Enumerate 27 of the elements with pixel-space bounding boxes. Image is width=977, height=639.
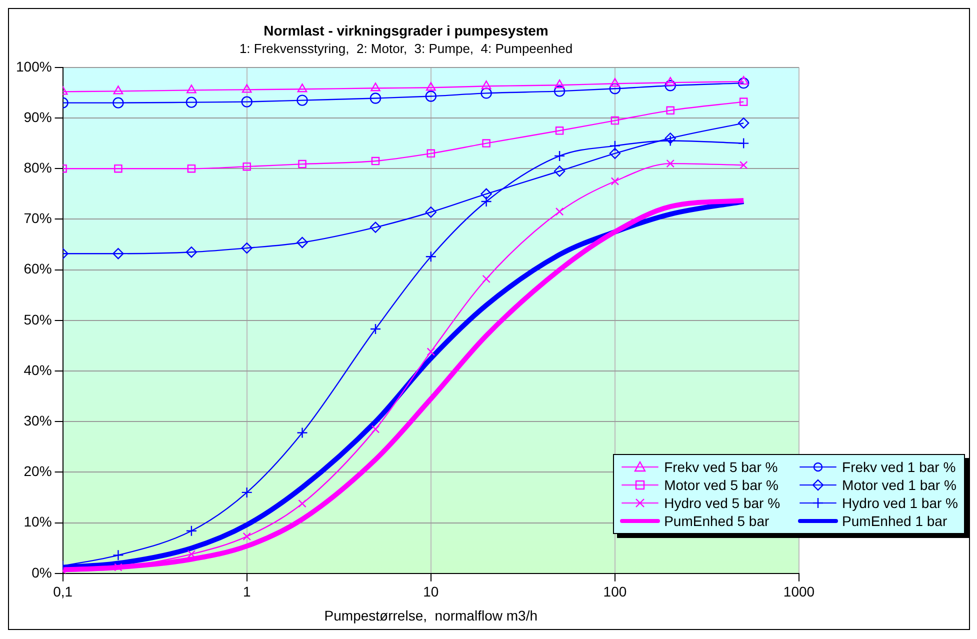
x-tick-label: 1 xyxy=(242,584,251,600)
y-tick-label: 70% xyxy=(24,210,52,226)
x-tick-label: 10 xyxy=(423,584,439,600)
legend-label: PumEnhed 1 bar xyxy=(842,513,948,529)
legend-label: Frekv ved 5 bar % xyxy=(664,459,778,475)
y-tick-label: 90% xyxy=(24,108,52,125)
y-tick-label: 80% xyxy=(24,159,52,176)
y-tick-label: 40% xyxy=(24,362,52,378)
y-tick-label: 100% xyxy=(16,58,52,74)
legend-label: Hydro ved 1 bar % xyxy=(842,495,958,511)
x-tick-label: 0,1 xyxy=(53,584,73,600)
chart-subtitle: 1: Frekvensstyring, 2: Motor, 3: Pumpe, 4: Pumpeenhed xyxy=(239,41,573,56)
legend-label: Hydro ved 5 bar % xyxy=(664,495,780,511)
legend-label: Motor ved 5 bar % xyxy=(664,477,778,493)
y-tick-label: 30% xyxy=(24,412,52,428)
legend-label: Motor ved 1 bar % xyxy=(842,477,956,493)
legend-label: PumEnhed 5 bar xyxy=(664,513,770,529)
x-axis-title: Pumpestørrelse, normalflow m3/h xyxy=(324,607,538,624)
legend-label: Frekv ved 1 bar % xyxy=(842,459,956,475)
y-tick-label: 0% xyxy=(32,564,52,580)
y-tick-label: 50% xyxy=(24,311,52,328)
x-tick-label: 100 xyxy=(603,584,627,600)
y-tick-label: 20% xyxy=(24,463,52,480)
x-tick-label: 1000 xyxy=(783,584,815,600)
y-tick-label: 60% xyxy=(24,260,52,277)
chart-title: Normlast - virkningsgrader i pumpesystem xyxy=(264,22,548,38)
y-tick-label: 10% xyxy=(24,514,52,530)
